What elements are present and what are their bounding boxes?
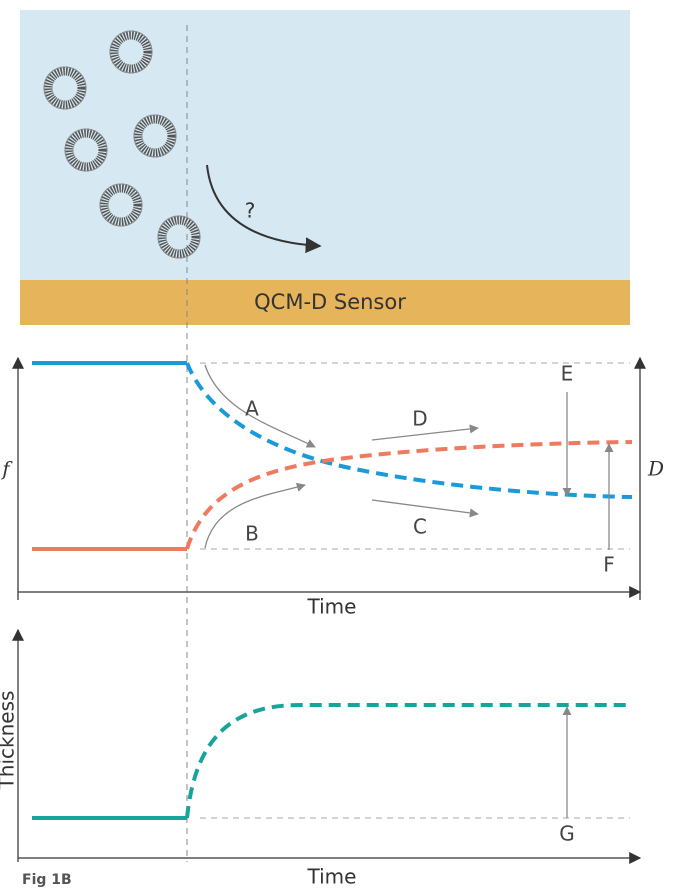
annotation-arrows xyxy=(205,365,609,550)
y-label: Thickness xyxy=(0,691,19,791)
label-e: E xyxy=(561,362,574,386)
label-f: F xyxy=(603,553,615,577)
question-mark: ? xyxy=(245,199,256,223)
label-g: G xyxy=(559,822,575,846)
label-a: A xyxy=(245,397,259,421)
label-d: D xyxy=(412,407,427,431)
page: QCM-D Sensor ? A B C D E F f D Time xyxy=(0,0,674,892)
label-b: B xyxy=(245,522,259,546)
y-right-label: D xyxy=(647,457,664,481)
x-label: Time xyxy=(307,865,357,889)
label-c: C xyxy=(413,515,427,539)
diagram: QCM-D Sensor ? A B C D E F f D Time xyxy=(0,0,674,892)
middle-axes xyxy=(18,358,640,600)
sensor-label: QCM-D Sensor xyxy=(254,290,406,314)
y-left-label: f xyxy=(0,457,13,481)
x-label: Time xyxy=(307,595,357,619)
caption: Fig 1B xyxy=(22,872,72,888)
thickness-curve xyxy=(187,705,632,818)
bottom-axes xyxy=(18,630,640,862)
